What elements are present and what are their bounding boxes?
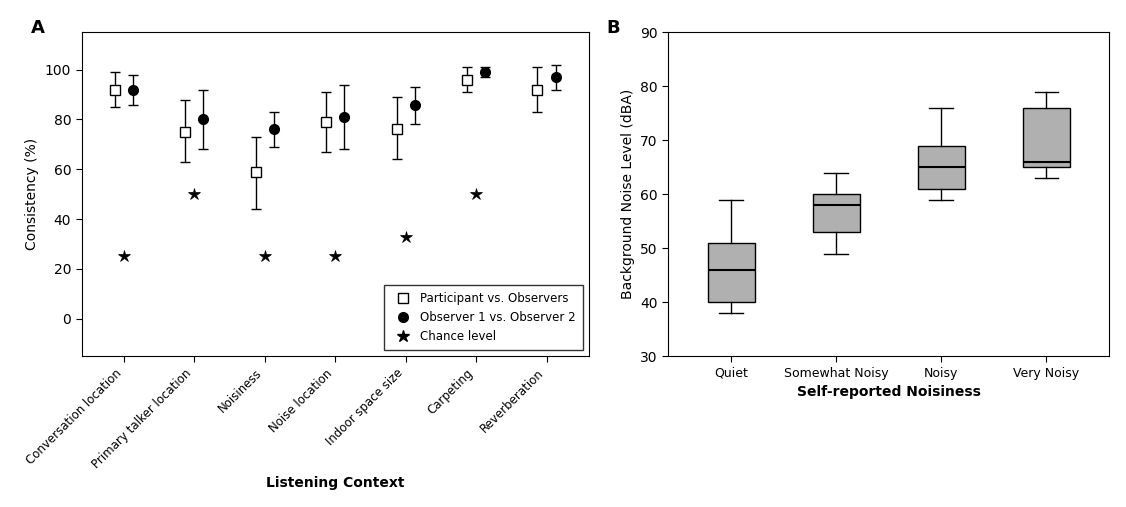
Y-axis label: Background Noise Level (dBA): Background Noise Level (dBA) [620,89,635,299]
X-axis label: Self-reported Noisiness: Self-reported Noisiness [797,385,981,399]
PathPatch shape [707,243,754,302]
PathPatch shape [1022,108,1070,167]
Text: A: A [30,19,45,38]
Legend: Participant vs. Observers, Observer 1 vs. Observer 2, Chance level: Participant vs. Observers, Observer 1 vs… [384,285,583,350]
X-axis label: Listening Context: Listening Context [266,477,404,490]
PathPatch shape [813,194,860,232]
Text: B: B [607,19,620,38]
Y-axis label: Consistency (%): Consistency (%) [25,138,39,250]
PathPatch shape [918,146,965,189]
